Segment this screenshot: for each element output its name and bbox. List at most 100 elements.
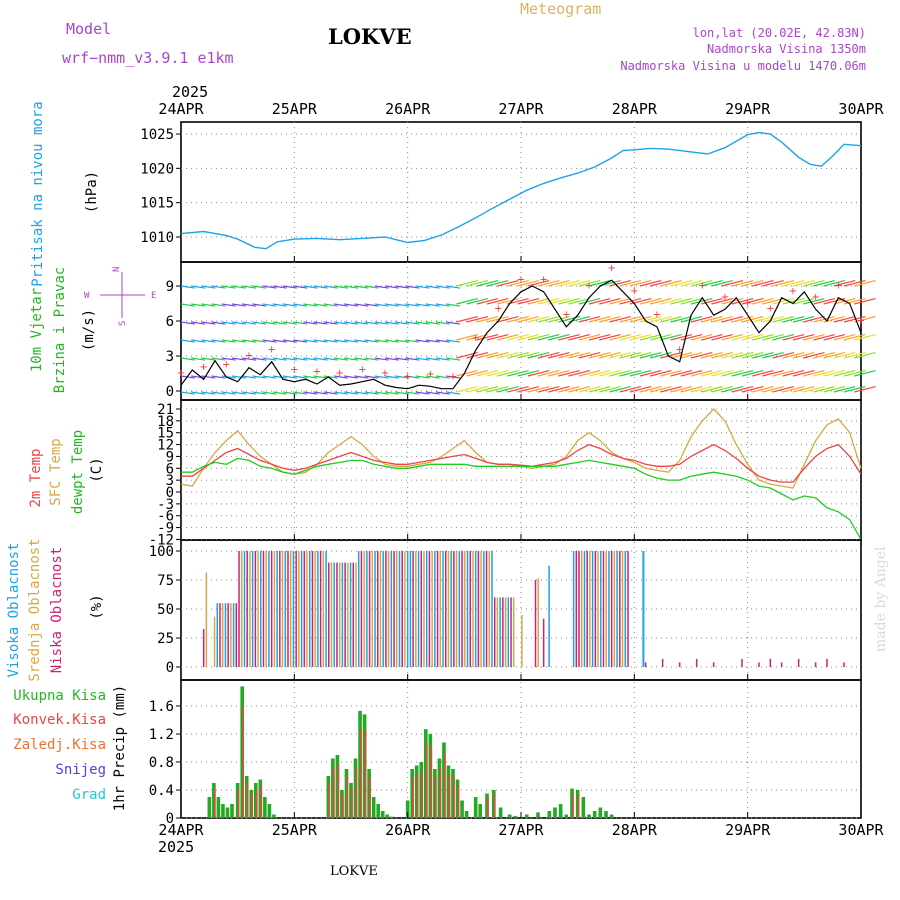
wind-arrow — [773, 335, 794, 340]
precip-bar — [460, 801, 464, 819]
precip-conv-bar — [251, 794, 253, 818]
year-top: 2025 — [172, 83, 208, 101]
wind-gust-marker: + — [381, 368, 389, 379]
pressure-ylabel: Pritisak na nivou mora — [30, 101, 46, 286]
wind-arrow — [599, 299, 620, 304]
precip-conv-bar — [578, 794, 580, 818]
wind-arrow — [762, 387, 783, 392]
precip-conv-bar — [242, 706, 244, 818]
precip-conv-bar — [356, 767, 358, 818]
wind-gust-marker: + — [449, 371, 457, 382]
precip-conv-bar — [572, 793, 574, 818]
wind-arrow — [507, 335, 528, 340]
wind-arrow — [456, 299, 477, 304]
wind-arrow — [497, 371, 518, 376]
wind-arrow — [507, 371, 528, 376]
wind-arrow — [732, 387, 753, 392]
precip-bar — [263, 797, 267, 818]
wind-gust-marker: + — [698, 280, 706, 291]
wind-arrow — [640, 387, 661, 392]
wind-arrow — [528, 387, 549, 392]
wind-arrow — [722, 335, 743, 340]
wind-arrow — [834, 353, 855, 358]
wind-arrow — [548, 335, 569, 340]
wind-arrow — [824, 371, 845, 376]
wind-arrow — [528, 299, 549, 304]
wind-arrow — [599, 387, 620, 392]
wind-arrow — [497, 335, 518, 340]
wind-arrow — [548, 371, 569, 376]
wind-arrow — [854, 353, 875, 358]
wind-gust-marker: + — [517, 275, 525, 286]
model-altitude-label: Nadmorska Visina u modelu 1470.06m — [620, 59, 866, 73]
axes: 10101015102010250369-12-9-6-303691215182… — [140, 100, 884, 839]
precip-bar — [593, 811, 597, 818]
wind-arrow — [630, 371, 651, 376]
pressure-unit: (hPa) — [84, 171, 100, 213]
wind-arrow — [477, 353, 498, 358]
wind-arrow — [681, 353, 702, 358]
wind-arrow — [722, 317, 743, 322]
wind-arrow — [630, 299, 651, 304]
y-tick-label: 3 — [166, 349, 174, 365]
wind-arrow — [783, 371, 804, 376]
wind-arrow — [467, 281, 488, 286]
wind-arrow — [793, 353, 814, 358]
wind-arrow — [783, 387, 804, 392]
wind-arrow — [783, 335, 804, 340]
wind-arrow — [589, 335, 610, 340]
wind-arrow — [579, 353, 600, 358]
wind-arrow — [467, 299, 488, 304]
y-tick-label: 9 — [166, 279, 174, 295]
wind-arrow — [844, 387, 865, 392]
wind-arrow — [599, 353, 620, 358]
cloud-low-ylabel: Niska Oblacnost — [49, 547, 65, 673]
x-tick-label: 28APR — [612, 821, 658, 839]
wind-gust-marker: + — [290, 364, 298, 375]
wind-arrow — [507, 353, 528, 358]
wind-arrow — [558, 299, 579, 304]
wind-arrow — [762, 335, 783, 340]
wind-arrow — [640, 353, 661, 358]
wind-arrow — [722, 371, 743, 376]
wind-arrow — [854, 335, 875, 340]
precip-bar — [559, 804, 563, 818]
legend-graupel: Grad — [72, 787, 106, 803]
cloud-mid-ylabel: Srednja Oblacnost — [27, 538, 43, 681]
wind-arrow — [538, 353, 559, 358]
wind-arrow — [671, 371, 692, 376]
wind-arrow — [599, 335, 620, 340]
precip-bar — [514, 816, 518, 818]
wind-arrow — [599, 317, 620, 322]
wind-arrow — [477, 371, 498, 376]
y-tick-label: 1.6 — [149, 699, 174, 715]
wind-arrow — [783, 317, 804, 322]
wind-arrow — [701, 335, 722, 340]
wind-arrow — [752, 387, 773, 392]
wind-arrow — [477, 387, 498, 392]
wind-arrow — [844, 335, 865, 340]
wind-gust-marker: + — [743, 298, 751, 309]
y-tick-label: 0 — [166, 384, 174, 400]
wind-arrow — [813, 371, 834, 376]
x-tick-label: 24APR — [158, 821, 204, 839]
wind-arrow — [620, 387, 641, 392]
precip-conv-bar — [333, 767, 335, 818]
wind-arrow — [528, 317, 549, 322]
wind-arrow — [528, 353, 549, 358]
meteogram-chart: Model wrf−nmm_v3.9.1 e1km LOKVE Meteogra… — [0, 0, 900, 900]
y-tick-label: 0 — [166, 660, 174, 676]
wind-gust-marker: + — [789, 286, 797, 297]
wind-arrow — [579, 335, 600, 340]
wind-gust-marker: + — [494, 304, 502, 315]
wind-arrow — [487, 281, 508, 286]
x-tick-label: 25APR — [272, 100, 318, 118]
precip-conv-bar — [487, 797, 489, 818]
wind-gust-marker: + — [811, 292, 819, 303]
t2m-ylabel: 2m Temp — [28, 448, 44, 507]
y-tick-label: 75 — [157, 573, 174, 589]
x-tick-label: 25APR — [272, 821, 318, 839]
wind-arrow — [558, 335, 579, 340]
wind-arrow — [660, 281, 681, 286]
compass-north: N — [112, 267, 122, 272]
